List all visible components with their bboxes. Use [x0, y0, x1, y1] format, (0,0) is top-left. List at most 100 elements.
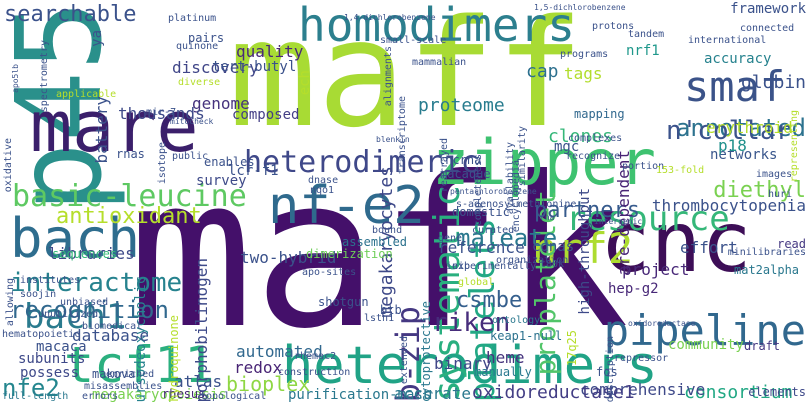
cloud-word: erythroid [706, 118, 793, 137]
cloud-word: t80k [540, 259, 565, 270]
cloud-word: reference [438, 238, 525, 257]
cloud-word: homodimers [298, 0, 575, 52]
cloud-word: subunits [18, 351, 86, 367]
cloud-word: isotope [157, 142, 168, 185]
cloud-word: mare [30, 86, 199, 168]
cloud-word: 153-fold [656, 165, 705, 176]
cloud-word: recognition [10, 296, 169, 324]
cloud-word: zipper [432, 126, 656, 199]
cloud-word: cytoprotective [419, 300, 433, 402]
cloud-word: p18 [718, 136, 747, 155]
cloud-word: international [688, 35, 767, 46]
cloud-word: description [605, 335, 616, 402]
cloud-word: lncrna [438, 153, 482, 167]
cloud-word: interactome [10, 268, 183, 298]
cloud-word: discovery [172, 58, 259, 77]
cloud-word: maff [228, 0, 585, 160]
cloud-word: organization [496, 255, 569, 266]
cloud-word: makova [92, 367, 136, 381]
cloud-word: pentachlorobenzene [450, 187, 537, 196]
cloud-word: oxidoreductase1 [472, 382, 635, 403]
cloud-word: topological [200, 391, 267, 402]
cloud-word: apo-sites [302, 267, 357, 278]
cloud-word: 1,5-dichlorobenzene [534, 3, 626, 12]
cloud-word: cap [526, 61, 559, 82]
cloud-word: bioplex [226, 372, 311, 396]
cloud-word: gene [438, 233, 463, 244]
cloud-word: clones [548, 126, 614, 147]
cloud-word: blenkin [376, 135, 410, 144]
cloud-word: connected [740, 23, 795, 34]
cloud-word: cnc [600, 193, 752, 291]
cloud-word: spectrometry [39, 40, 50, 113]
cloud-word: unbiased [60, 297, 109, 308]
cloud-word: rnas [116, 147, 145, 161]
cloud-word: read [777, 237, 806, 251]
cloud-word: searchable [4, 2, 137, 27]
cloud-word: csmbe [456, 288, 523, 313]
cloud-word: sequences [52, 247, 118, 261]
cloud-word: 1,4-dichlorobenzene [344, 13, 436, 22]
cloud-word: project [622, 260, 690, 279]
cloud-word: mgc [554, 139, 580, 155]
cloud-word: fos [596, 365, 618, 379]
cloud-word: proteome [418, 95, 505, 116]
cloud-word: lcr-f1 [228, 163, 279, 179]
cloud-word: redox [234, 358, 283, 377]
cloud-word: thousands [118, 104, 205, 123]
cloud-word: hep-g2 [608, 281, 659, 297]
cloud-word: full-length [2, 391, 69, 402]
cloud-word: misassemblies [84, 381, 163, 392]
cloud-word: thrombocytopenia [651, 196, 806, 215]
cloud-word: complexes [568, 133, 623, 144]
cloud-word: comprehensive [580, 380, 706, 399]
cloud-word: repressor [614, 353, 669, 364]
cloud-word: domestic [452, 205, 510, 219]
cloud-word: s-adenosylmethionine [456, 199, 577, 210]
cloud-word: ontology [492, 315, 541, 326]
cloud-word: dnase [308, 175, 339, 186]
cloud-word: 17q25 [565, 330, 579, 367]
cloud-word: curated [472, 225, 515, 236]
cloud-word: genome [192, 94, 250, 113]
cloud-word: accurate [394, 384, 472, 403]
cloud-word: effort [680, 238, 738, 257]
cloud-word: pairs [188, 31, 225, 45]
cloud-word: pipeline [603, 306, 806, 355]
cloud-word: battery [92, 96, 111, 164]
cloud-word: portion [622, 161, 665, 172]
cloud-word: purification-mass [288, 387, 432, 403]
cloud-word: oxidative [3, 138, 14, 193]
cloud-word: smaf [684, 62, 786, 111]
cloud-word: applicable [56, 89, 117, 100]
cloud-word: heme [486, 348, 525, 367]
cloud-word: globin [740, 72, 806, 93]
cloud-word: mitocheck [170, 117, 214, 126]
cloud-word: annotated [675, 114, 806, 142]
cloud-word: consortium [684, 382, 793, 403]
cloud-word: antioxidant [56, 204, 202, 229]
cloud-word: protons [592, 21, 635, 32]
cloud-word: n'collar [666, 116, 792, 146]
cloud-word: construction [278, 367, 351, 378]
cloud-word: rna [540, 213, 555, 222]
cloud-word: high-throughput [577, 188, 593, 315]
cloud-word: recognize [566, 151, 621, 162]
cloud-word: two-hybrid [240, 248, 337, 267]
cloud-word: macaque [440, 167, 491, 181]
cloud-word: nrf2 [532, 224, 634, 273]
cloud-word: tags [564, 64, 603, 83]
cloud-word: shotgun [318, 295, 369, 309]
cloud-word: partners [534, 198, 640, 223]
cloud-word: errors [82, 391, 119, 402]
cloud-word: institutes [20, 275, 81, 286]
cloud-word: bach [10, 207, 141, 270]
cloud-word: tcf11 [64, 336, 215, 394]
cloud-word: biomedical [82, 321, 143, 332]
cloud-word: networks [710, 147, 778, 163]
cloud-word: lstn1 [364, 313, 395, 324]
cloud-word: mapping [574, 107, 625, 121]
cloud-word: maleate [456, 224, 558, 252]
cloud-word: nrf1 [626, 43, 660, 59]
